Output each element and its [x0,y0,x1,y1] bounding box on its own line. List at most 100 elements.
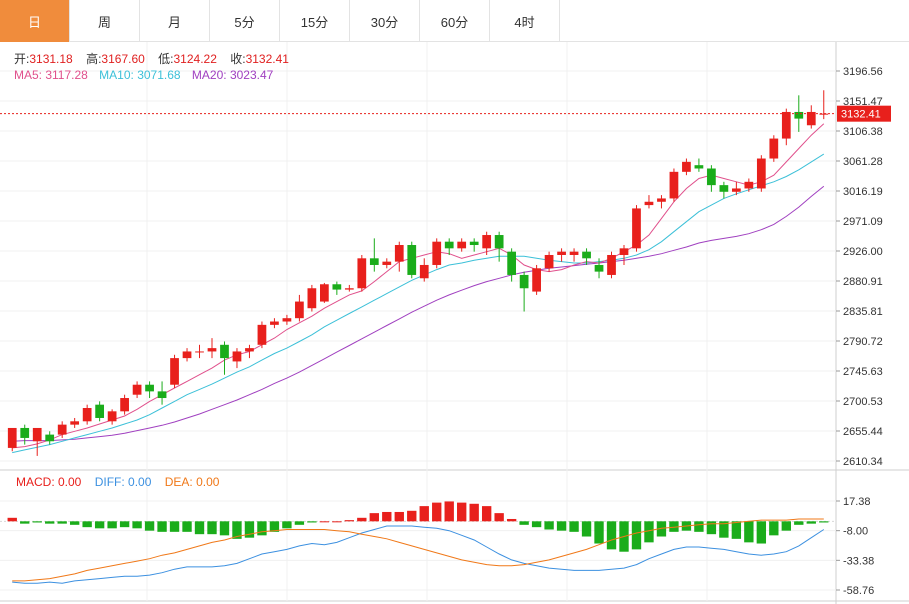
tab-7[interactable]: 4时 [490,0,560,42]
candle-body-7 [95,404,105,418]
candle-body-17 [220,344,229,359]
candle-body-6 [82,408,92,422]
macd-bar-52 [656,521,667,537]
macd-bar-24 [307,521,317,523]
macd-bar-47 [594,521,604,544]
macd-bar-19 [244,521,255,538]
candle-body-38 [482,235,492,249]
macd-bar-44 [556,521,567,531]
macd-bar-12 [157,521,167,532]
macd-bar-50 [631,521,642,550]
candle-body-37 [469,241,479,246]
candle-body-5 [70,421,80,425]
ma20-legend: MA20: 3023.47 [191,68,274,82]
y-tick-label-8: 2835.81 [843,306,883,318]
candle-body-53 [669,171,679,199]
macd-bar-55 [694,521,704,532]
high-label: 高: [86,52,102,66]
period-tabs: 日周月 5分 15分 30分 60分 4时 [0,0,909,42]
tab-0[interactable]: 日 [0,0,70,42]
macd-y-tick-label-0: 17.38 [843,496,871,508]
macd-bar-1 [20,521,30,524]
tab-1[interactable]: 周 [70,0,140,42]
candle-body-32 [407,245,417,275]
ma5-legend: MA5: 3117.28 [14,68,88,82]
macd-bar-34 [432,502,442,522]
tab-3[interactable]: 5分 [210,0,280,42]
candle-body-33 [419,264,429,279]
candle-body-63 [794,111,804,119]
low-value: 3124.22 [173,52,217,66]
candle-body-43 [544,254,554,269]
candle-body-22 [282,318,292,322]
tab-4[interactable]: 15分 [280,0,350,42]
macd-bar-6 [82,521,92,528]
candle-body-23 [295,301,304,319]
macd-bar-58 [731,521,742,539]
y-tick-label-7: 2880.91 [843,276,883,288]
tab-5[interactable]: 30分 [350,0,420,42]
dea-legend-value: DEA: 0.00 [164,475,220,489]
macd-bar-63 [794,521,804,525]
candle-body-40 [507,251,517,275]
candle-body-2 [32,427,42,442]
tab-6[interactable]: 60分 [420,0,490,42]
candlestick-chart: 3196.56 3151.47 3106.38 3061.28 3016.19 2971.… [0,42,909,604]
y-tick-label-12: 2655.44 [843,426,883,438]
y-tick-label-0: 3196.56 [843,66,883,78]
candle-body-4 [57,424,67,435]
macd-bar-62 [781,521,791,531]
candle-body-10 [132,384,142,395]
candle-body-35 [444,241,454,249]
macd-bar-2 [32,521,42,523]
candle-body-41 [519,274,529,289]
candle-body-12 [157,391,167,399]
y-tick-label-1: 3151.47 [843,96,883,108]
macd-bar-0 [7,517,17,522]
candle-body-58 [731,188,741,192]
candle-body-28 [357,258,367,289]
macd-bar-65 [819,521,829,523]
tab-2[interactable]: 月 [140,0,210,42]
macd-bar-30 [382,511,392,522]
macd-bar-33 [419,506,429,522]
open-value: 3131.18 [29,52,73,66]
candle-body-19 [245,348,254,352]
macd-bar-53 [669,521,679,532]
macd-bar-60 [756,521,767,544]
macd-bar-17 [219,521,230,536]
candle-body-46 [582,251,591,259]
candle-body-29 [369,258,379,265]
macd-bar-39 [494,513,504,522]
candle-body-56 [707,168,716,186]
y-tick-label-2: 3106.38 [843,126,883,138]
candle-body-25 [319,284,329,302]
candle-body-15 [195,351,204,353]
macd-bar-27 [344,520,355,522]
candle-body-57 [719,185,729,192]
macd-bar-9 [119,521,130,528]
y-tick-label-5: 2971.09 [843,216,883,228]
ohlc-info: 开:3131.18 高:3167.60 低:3124.22 收:3132.41 [14,50,299,67]
close-label: 收: [230,52,246,66]
y-tick-label-10: 2745.63 [843,366,883,378]
candle-body-11 [145,384,154,392]
candle-body-26 [332,284,342,290]
macd-y-tick-label-1: -8.00 [843,526,868,538]
candle-body-49 [619,248,629,255]
candle-body-50 [632,208,641,249]
macd-bar-25 [319,521,330,523]
macd-bar-59 [744,521,754,543]
candle-body-31 [394,245,404,262]
candle-body-0 [7,427,17,448]
macd-bar-38 [481,506,492,522]
ma5-line [12,123,825,449]
macd-bar-14 [182,521,192,532]
macd-bar-16 [207,521,217,535]
y-tick-label-3: 3061.28 [843,156,883,168]
macd-bar-7 [94,521,105,529]
macd-bar-22 [282,521,292,529]
diff-legend-value: DIFF: 0.00 [94,475,152,489]
candle-body-60 [756,158,766,189]
macd-legend-value: MACD: 0.00 [16,475,82,489]
